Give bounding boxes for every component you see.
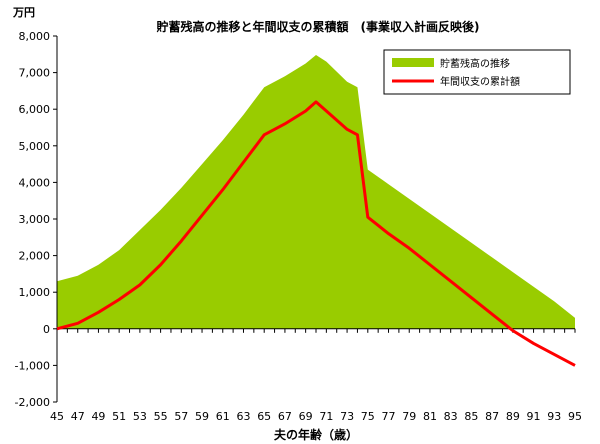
x-tick-label: 95 xyxy=(568,410,582,423)
plot-area xyxy=(56,36,576,402)
x-tick-label: 63 xyxy=(236,410,250,423)
x-tick-label: 55 xyxy=(154,410,168,423)
y-tick-label: -1,000 xyxy=(15,359,50,372)
legend-label-savings: 貯蓄残高の推移 xyxy=(440,57,510,70)
legend-swatch-savings xyxy=(392,58,434,67)
y-tick-label: 8,000 xyxy=(19,30,51,43)
y-axis-unit-label: 万円 xyxy=(12,6,35,19)
x-tick-label: 83 xyxy=(444,410,458,423)
legend-label-cumulative: 年間収支の累計額 xyxy=(440,75,520,88)
y-tick-label: 7,000 xyxy=(19,67,51,80)
y-tick-label: 4,000 xyxy=(19,176,51,189)
x-tick-label: 87 xyxy=(485,410,499,423)
x-axis-ticks: 45 47 49 51 53 55 57 59 61 63 65 67 69 71 73 75 77 79 81 83… xyxy=(50,410,582,423)
x-tick-label: 81 xyxy=(423,410,437,423)
x-tick-label: 85 xyxy=(464,410,478,423)
y-tick-label: 3,000 xyxy=(19,213,51,226)
x-tick-label: 93 xyxy=(547,410,561,423)
x-tick-label: 77 xyxy=(382,410,396,423)
y-axis-ticks: -2,000 -1,000 0 1,000 2,000 3,000 4,000 5,000 6,… xyxy=(15,30,57,409)
x-tick-label: 53 xyxy=(133,410,147,423)
x-tick-label: 69 xyxy=(299,410,313,423)
series-cumulative-line xyxy=(56,100,576,367)
x-tick-label: 91 xyxy=(527,410,541,423)
legend-box xyxy=(383,49,571,95)
x-tick-label: 65 xyxy=(257,410,271,423)
x-tick-label: 57 xyxy=(174,410,188,423)
x-axis-label: 夫の年齢（歳） xyxy=(273,427,358,442)
y-tick-label: -2,000 xyxy=(15,396,50,409)
y-tick-label: 6,000 xyxy=(19,103,51,116)
y-tick-label: 2,000 xyxy=(19,250,51,263)
x-tick-label: 45 xyxy=(50,410,64,423)
x-tick-label: 73 xyxy=(340,410,354,423)
y-tick-label: 5,000 xyxy=(19,140,51,153)
y-tick-label: 0 xyxy=(43,323,50,336)
chart-title: 貯蓄残高の推移と年間収支の累積額 (事業収入計画反映後) xyxy=(157,19,480,34)
x-tick-label: 67 xyxy=(278,410,292,423)
x-tick-label: 71 xyxy=(319,410,333,423)
y-tick-label: 1,000 xyxy=(19,286,51,299)
x-tick-label: 61 xyxy=(216,410,230,423)
series-savings-area xyxy=(57,55,575,329)
x-tick-label: 89 xyxy=(506,410,520,423)
x-tick-label: 59 xyxy=(195,410,209,423)
x-tick-label: 79 xyxy=(402,410,416,423)
legend: 貯蓄残高の推移 年間収支の累計額 xyxy=(383,49,571,95)
x-tick-label: 75 xyxy=(361,410,375,423)
x-tick-label: 51 xyxy=(112,410,126,423)
x-tick-label: 47 xyxy=(71,410,85,423)
x-tick-label: 49 xyxy=(91,410,105,423)
